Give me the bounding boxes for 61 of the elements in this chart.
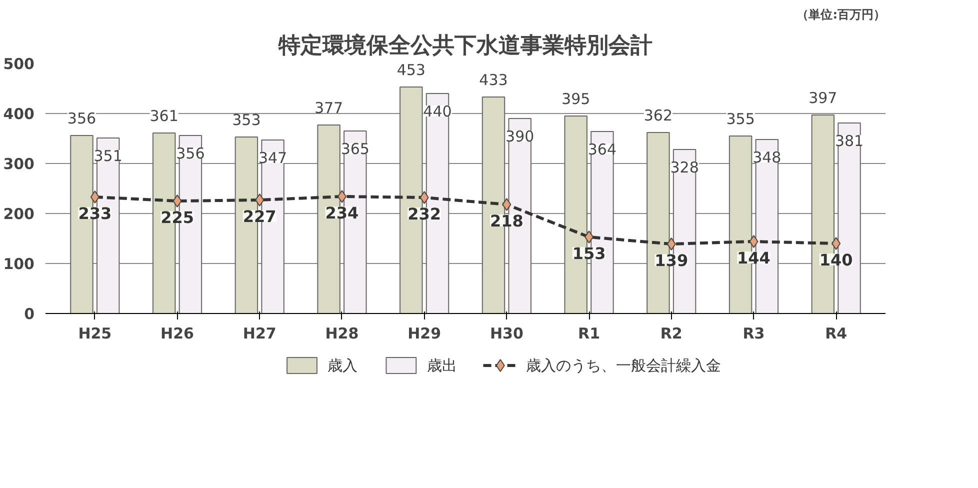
x-tick-label: R3 — [742, 324, 765, 342]
data-label: 395 — [562, 90, 590, 108]
data-label: 328 — [670, 158, 699, 176]
data-label: 453 — [396, 61, 426, 79]
data-label: 381 — [834, 132, 864, 150]
x-tick-label: H25 — [78, 324, 112, 342]
data-label: 356 — [176, 144, 205, 162]
data-label: 361 — [150, 107, 178, 125]
data-label: 347 — [258, 149, 288, 167]
data-label: 440 — [423, 102, 452, 120]
legend-label: 歳出 — [426, 356, 457, 374]
y-tick-label: 400 — [3, 105, 34, 123]
data-label: 362 — [644, 106, 673, 124]
data-label: 353 — [232, 111, 261, 129]
point — [749, 235, 758, 248]
point — [420, 191, 429, 204]
point — [832, 237, 841, 250]
text: （単位:百万円） — [796, 8, 886, 22]
data-label: 356 — [67, 110, 96, 128]
data-label: 218 — [490, 212, 524, 230]
y-tick-label: 0 — [24, 305, 34, 323]
x-tick-label: R1 — [578, 324, 600, 342]
data-label: 139 — [654, 251, 688, 270]
point — [172, 194, 182, 208]
y-tick-label: 500 — [3, 55, 34, 73]
x-tick-label: R2 — [660, 324, 682, 342]
x-tick-label: H28 — [325, 324, 359, 342]
y-tick-label: 100 — [3, 255, 34, 273]
data-label: 390 — [506, 128, 534, 146]
legend-label: 歳入のうち、一般会計繰入金 — [526, 356, 722, 374]
point — [584, 230, 594, 244]
x-tick-label: R4 — [825, 324, 848, 342]
point — [666, 238, 676, 250]
x-tick-label: H26 — [160, 324, 194, 342]
data-label: 364 — [588, 140, 617, 158]
point — [90, 190, 100, 204]
point — [255, 194, 264, 206]
data-label: 225 — [160, 208, 194, 227]
data-label: 144 — [737, 248, 770, 268]
x-tick-label: H30 — [490, 324, 524, 342]
data-label: 233 — [78, 204, 112, 223]
y-tick-label: 300 — [3, 155, 34, 173]
x-tick-label: H27 — [242, 324, 276, 342]
data-label: 234 — [325, 204, 359, 222]
legend-label: 歳入 — [328, 356, 358, 374]
data-label: 348 — [752, 148, 782, 166]
data-label: 433 — [479, 71, 508, 89]
point — [337, 190, 346, 203]
data-label: 351 — [94, 147, 122, 165]
data-label: 397 — [808, 89, 838, 107]
data-label: 365 — [340, 140, 370, 158]
data-label: 355 — [726, 110, 755, 128]
point — [502, 198, 512, 211]
data-label: 377 — [314, 99, 344, 117]
data-label: 232 — [408, 204, 442, 224]
data-label: 140 — [819, 250, 853, 270]
x-tick-label: H29 — [408, 324, 442, 342]
y-tick-label: 200 — [3, 205, 34, 223]
data-label: 227 — [242, 207, 276, 226]
chart-title: 特定環境保全公共下水道事業特別会計 — [278, 32, 652, 58]
data-label: 153 — [572, 244, 606, 263]
